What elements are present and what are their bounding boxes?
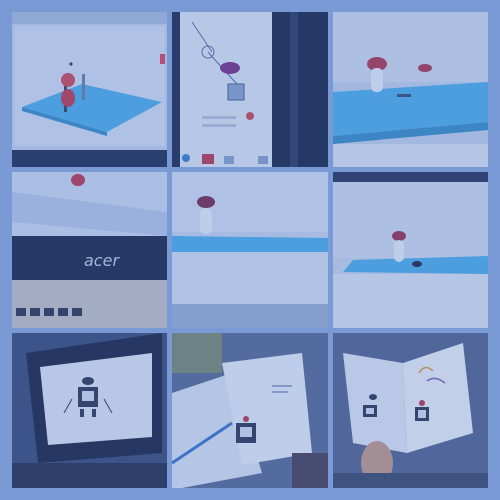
photo-tile-paper-card [172, 333, 328, 488]
photo-tile-mushroom-workplane [333, 12, 488, 167]
laptop-robot-scene [12, 333, 167, 488]
photo-tile-mushroom-dome [333, 172, 488, 328]
photo-tile-laptop-robot [12, 333, 167, 488]
mushroom-closeup-scene [172, 172, 328, 328]
photo-tile-monitor-closeup [172, 12, 328, 167]
photo-tile-mushroom-closeup [172, 172, 328, 328]
mushroom-dome-scene [333, 172, 488, 328]
photo-tile-acer-laptop: acer [12, 172, 167, 328]
photo-tile-editor-figure [12, 12, 167, 167]
laptop-brand-logo: acer [84, 251, 120, 270]
hand-card-scene [333, 333, 488, 488]
photo-tile-hand-card [333, 333, 488, 488]
editor-figure-scene [12, 12, 167, 167]
mushroom-workplane-scene [333, 12, 488, 167]
acer-laptop-scene: acer [12, 172, 167, 328]
monitor-closeup-scene [172, 12, 328, 167]
paper-card-scene [172, 333, 328, 488]
